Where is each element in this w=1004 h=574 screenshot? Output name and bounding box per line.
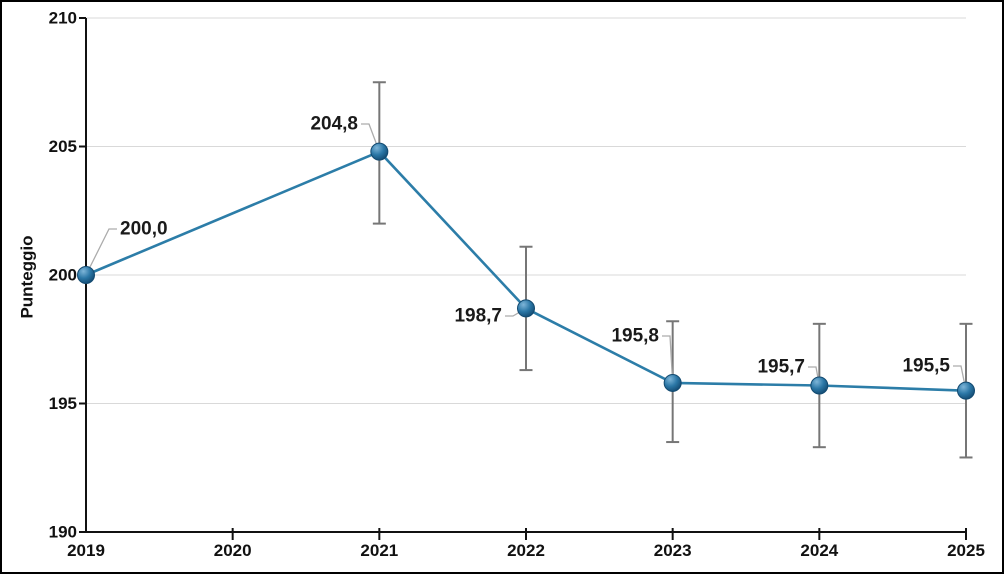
- data-label: 195,8: [611, 326, 659, 347]
- y-tick-label: 190: [49, 523, 77, 542]
- axis-tick-labels: 190 195 200 205 210 2019 2020 2021 2022 2023 2024 2…: [49, 9, 985, 561]
- x-tick-label: 2023: [654, 541, 692, 560]
- error-bars: [372, 81, 973, 459]
- y-axis-title: Punteggio: [18, 235, 37, 318]
- data-point-markers: [77, 142, 975, 400]
- data-point-marker: [957, 381, 975, 400]
- data-point-marker: [663, 373, 682, 392]
- y-tick-label: 200: [49, 266, 77, 285]
- y-tick-label: 210: [49, 9, 77, 28]
- x-tick-label: 2020: [214, 541, 252, 560]
- data-point-marker: [810, 376, 829, 395]
- data-label-leader: [85, 228, 117, 276]
- data-point-marker: [370, 142, 389, 161]
- data-label: 204,8: [310, 114, 358, 135]
- x-tick-label: 2021: [360, 541, 398, 560]
- data-label: 200,0: [120, 219, 168, 240]
- data-labels: 200,0 204,8 198,7 195,8 195,7 195,5: [120, 114, 950, 378]
- data-label-leader: [361, 123, 380, 152]
- series-line: [85, 150, 967, 392]
- y-tick-label: 205: [49, 137, 77, 156]
- series-path: [85, 150, 967, 392]
- data-label: 198,7: [454, 306, 502, 327]
- x-tick-label: 2024: [800, 541, 838, 560]
- data-label: 195,7: [757, 357, 805, 378]
- data-label-leader: [662, 335, 674, 383]
- data-point-marker: [77, 266, 95, 284]
- y-tick-label: 195: [49, 394, 77, 413]
- data-label: 195,5: [902, 356, 950, 377]
- data-point-marker: [517, 299, 535, 318]
- x-tick-label: 2019: [67, 541, 105, 560]
- axes: [79, 17, 967, 540]
- x-tick-label: 2025: [947, 541, 985, 560]
- x-tick-label: 2022: [507, 541, 545, 560]
